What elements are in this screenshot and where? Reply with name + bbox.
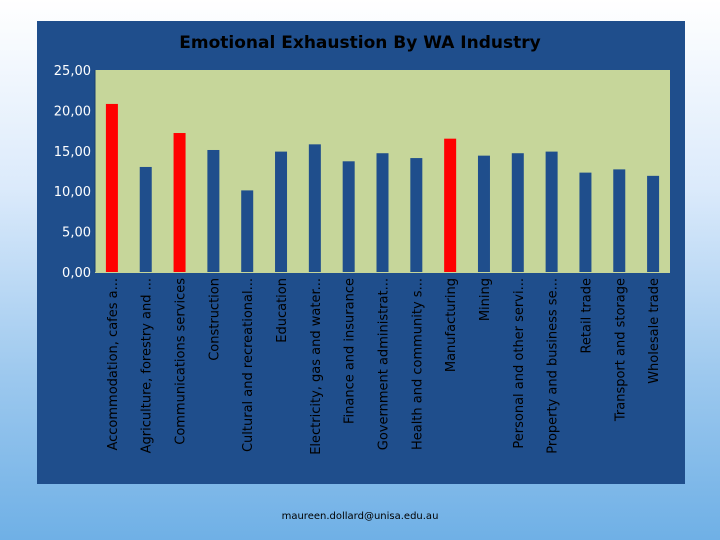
x-category-label: Personal and other servi... (512, 278, 527, 449)
bar (647, 175, 660, 272)
x-category-label: Manufacturing (444, 278, 459, 372)
x-category-label: Education (275, 278, 290, 343)
bar (275, 151, 288, 272)
x-category-label: Finance and insurance (343, 278, 358, 424)
bar (579, 172, 592, 272)
bar (308, 144, 321, 272)
bar (342, 161, 355, 272)
bar (139, 166, 152, 272)
y-tick-label: 10,00 (54, 185, 91, 200)
bar (545, 151, 558, 272)
y-tick-label: 15,00 (54, 145, 91, 160)
x-category-label: Wholesale trade (647, 278, 662, 384)
y-tick-label: 0,00 (62, 266, 91, 281)
bar (173, 133, 186, 272)
x-category-label: Communications services (174, 278, 189, 445)
x-category-label: Agriculture, forestry and ... (140, 278, 155, 453)
x-category-label: Health and community s... (410, 278, 425, 450)
y-tick-label: 5,00 (62, 226, 91, 241)
bar (105, 103, 118, 272)
bar (477, 155, 490, 272)
chart-title: Emotional Exhaustion By WA Industry (179, 33, 540, 53)
bar (376, 153, 389, 272)
footer-email: maureen.dollard@unisa.edu.au (282, 511, 439, 522)
x-category-label: Construction (207, 278, 222, 361)
y-tick-label: 20,00 (54, 104, 91, 119)
x-category-label: Cultural and recreational... (241, 278, 256, 452)
bar (444, 138, 457, 272)
bar (410, 158, 423, 272)
x-category-label: Accommodation, cafes a... (106, 278, 121, 451)
x-category-label: Mining (478, 278, 493, 321)
x-category-label: Electricity, gas and water... (309, 278, 324, 455)
x-category-label: Property and business se... (546, 278, 561, 454)
bar (207, 149, 220, 272)
x-category-label: Transport and storage (613, 278, 628, 422)
bars (105, 103, 660, 272)
x-category-label: Retail trade (579, 278, 594, 354)
y-axis: 0,00 5,00 10,00 15,00 20,00 25,00 (54, 64, 96, 281)
y-tick-label: 25,00 (54, 64, 91, 79)
x-axis-labels: Accommodation, cafes a... Agriculture, fo… (106, 278, 662, 455)
bar (241, 190, 254, 272)
bar (613, 169, 626, 272)
bar (511, 153, 524, 272)
x-category-label: Government administrat... (377, 278, 392, 450)
